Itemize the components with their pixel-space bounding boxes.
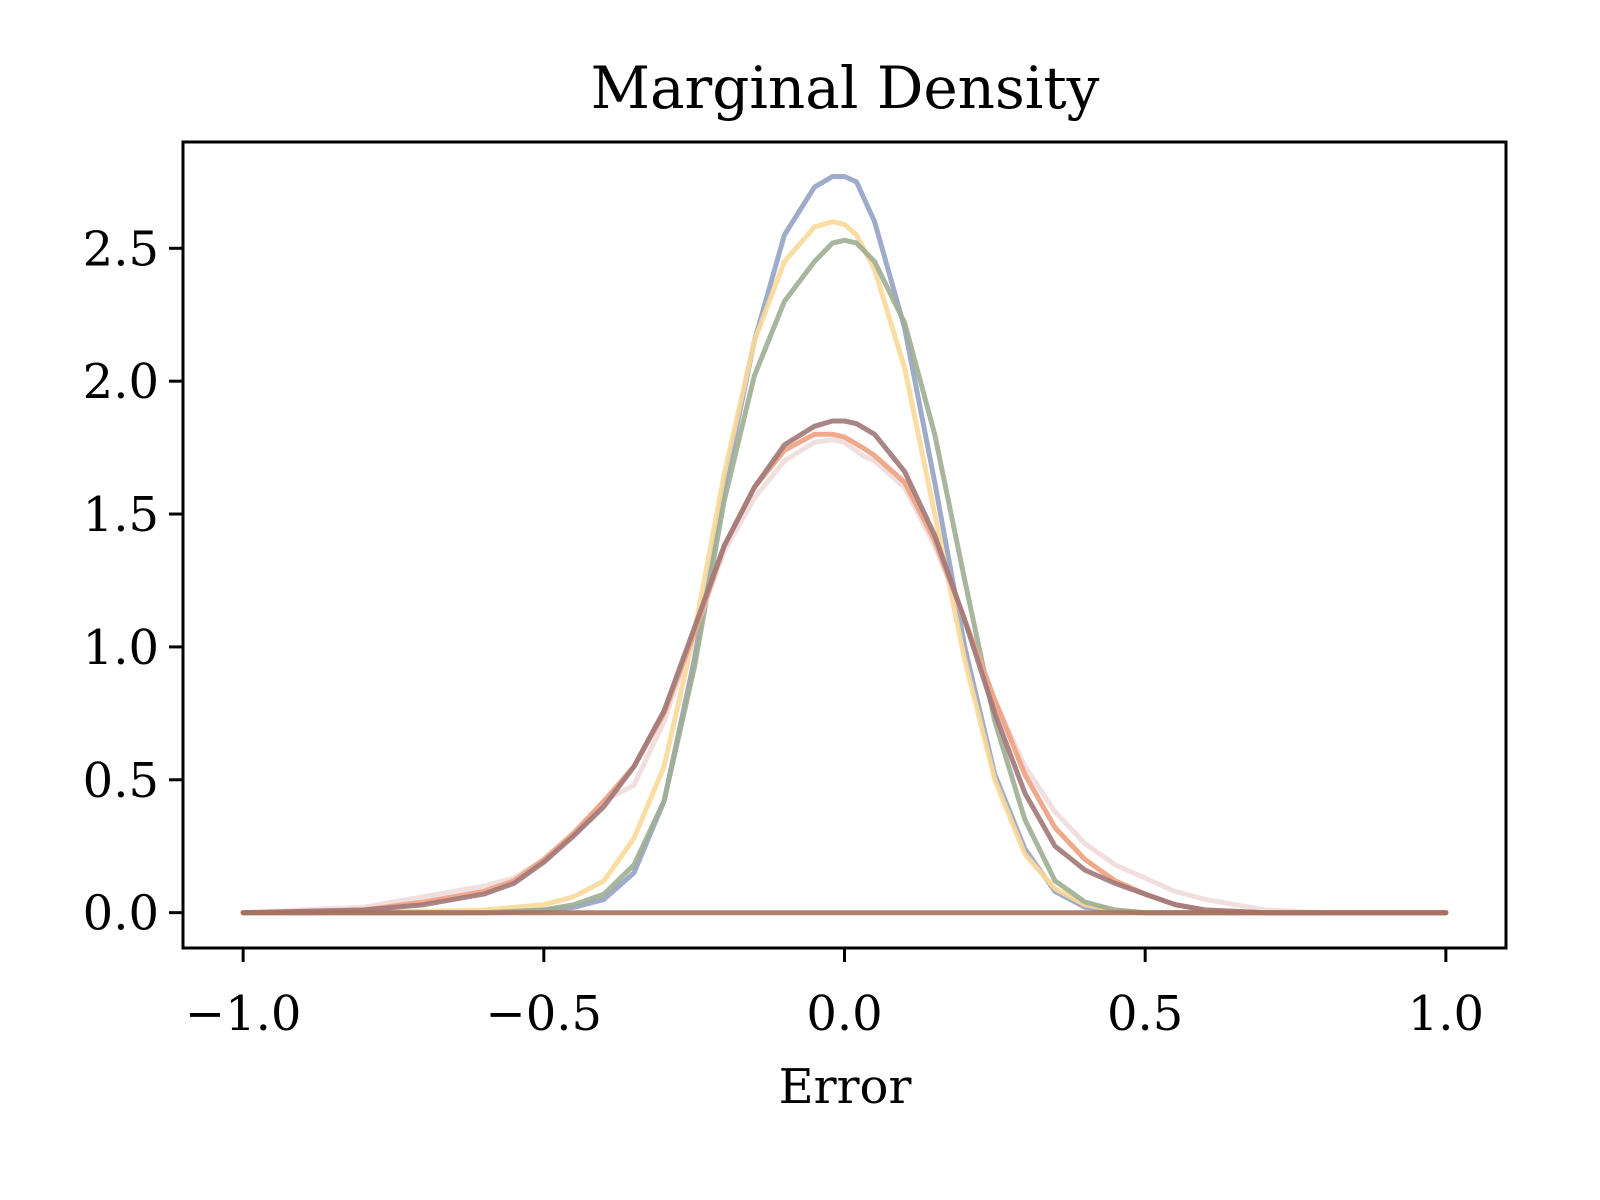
x-axis: −1.0 −0.5 0.0 0.5 1.0 [185,948,1484,1042]
y-tick-label: 1.0 [83,620,159,676]
plot-frame [181,140,1508,950]
x-tick-label: 1.0 [1408,986,1484,1042]
density-line-1 [240,174,1449,916]
x-tick-label: −0.5 [486,986,603,1042]
chart-title: Marginal Density [591,54,1100,122]
x-tick-label: 0.0 [806,986,882,1042]
y-axis: 0.0 0.5 1.0 1.5 2.0 2.5 [83,221,183,942]
density-line-4 [240,437,1449,916]
series-layer [240,174,1449,916]
y-tick-label: 1.5 [83,487,159,543]
y-tick-label: 2.0 [83,354,159,410]
density-line-3 [240,237,1449,916]
density-line-6 [240,418,1449,916]
x-tick-label: −1.0 [185,986,302,1042]
x-axis-title: Error [779,1059,912,1115]
density-line-5 [240,431,1449,916]
y-tick-label: 2.5 [83,221,159,277]
y-tick-label: 0.5 [83,753,159,809]
x-tick-label: 0.5 [1107,986,1183,1042]
y-tick-label: 0.0 [83,886,159,942]
density-line-2 [240,219,1449,916]
